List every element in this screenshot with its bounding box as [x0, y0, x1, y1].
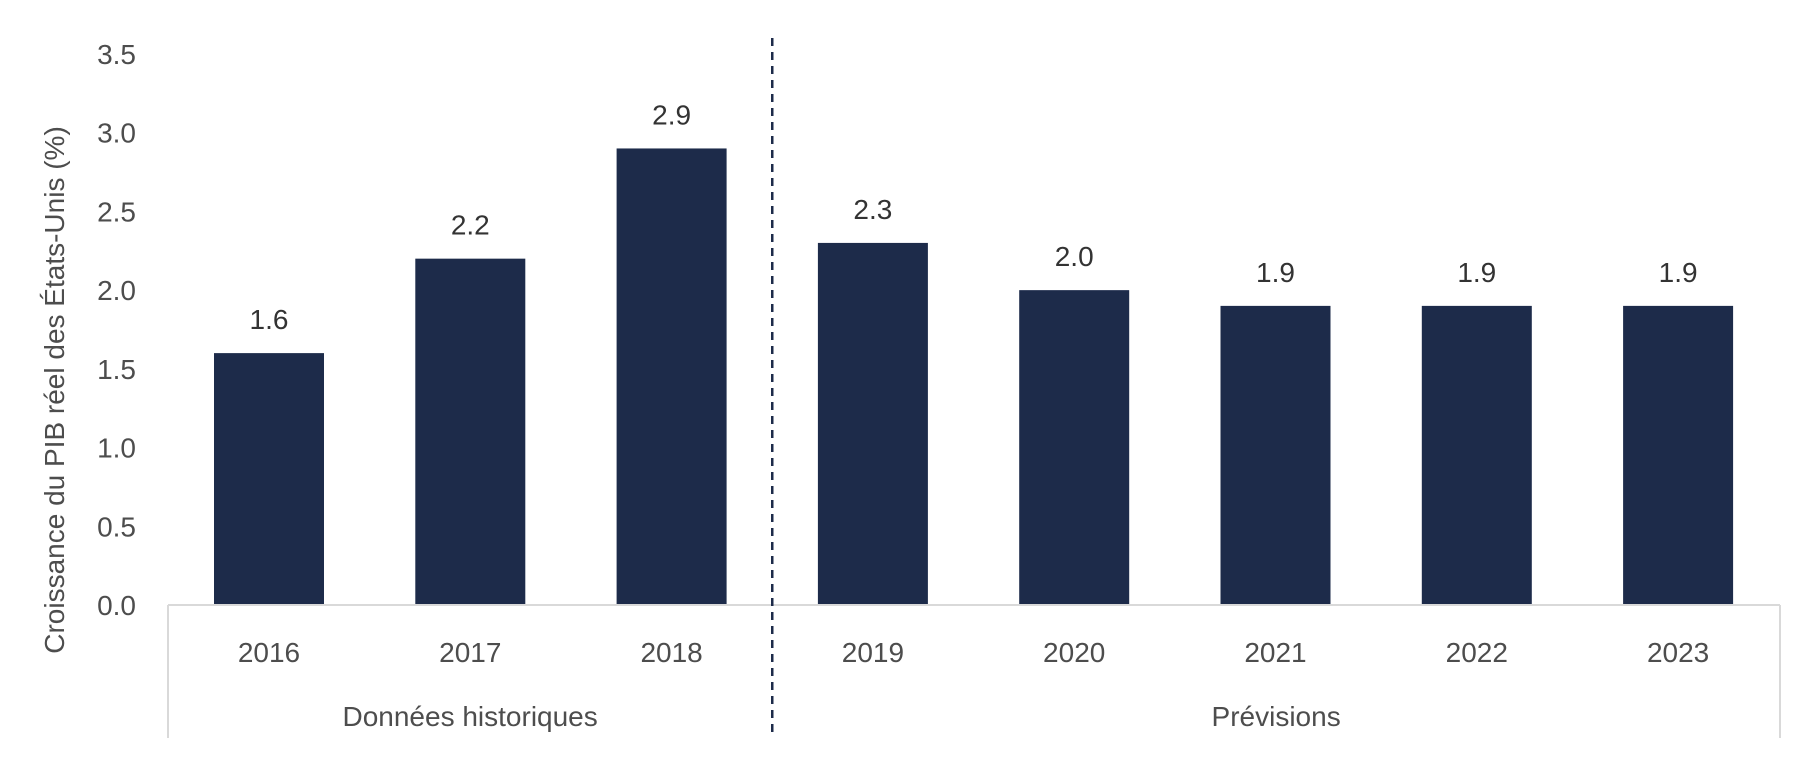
data-label-2021: 1.9 [1256, 257, 1295, 288]
bar-2020 [1019, 290, 1130, 605]
bar-2018 [616, 148, 727, 605]
x-tick-label: 2018 [640, 637, 702, 668]
x-tick-label: 2021 [1244, 637, 1306, 668]
group-label: Prévisions [1212, 701, 1341, 732]
y-axis-title: Croissance du PIB réel des États-Unis (%… [39, 126, 70, 654]
y-tick-label: 1.5 [97, 354, 136, 385]
y-tick-label: 0.0 [97, 590, 136, 621]
data-label-2017: 2.2 [451, 210, 490, 241]
bar-2021 [1220, 305, 1331, 605]
x-axis [167, 604, 1781, 738]
bar-2019 [817, 242, 928, 605]
data-label-2023: 1.9 [1659, 257, 1698, 288]
group-label: Données historiques [342, 701, 597, 732]
y-tick-label: 3.0 [97, 118, 136, 149]
y-tick-label: 0.5 [97, 511, 136, 542]
x-axis-ticks: 2016 2017 2018 2019 2020 2021 2022 2023 [238, 637, 1709, 668]
data-label-2022: 1.9 [1457, 257, 1496, 288]
x-tick-label: 2022 [1446, 637, 1508, 668]
x-tick-label: 2020 [1043, 637, 1105, 668]
data-label-2020: 2.0 [1055, 241, 1094, 272]
y-tick-label: 1.0 [97, 433, 136, 464]
data-labels: 1.6 2.2 2.9 2.3 2.0 1.9 1.9 1.9 [250, 99, 1698, 335]
x-tick-label: 2023 [1647, 637, 1709, 668]
bar-2023 [1623, 305, 1734, 605]
x-tick-label: 2019 [842, 637, 904, 668]
data-label-2019: 2.3 [853, 194, 892, 225]
bar-2022 [1421, 305, 1532, 605]
y-tick-label: 3.5 [97, 39, 136, 70]
y-tick-label: 2.0 [97, 275, 136, 306]
bar-2016 [214, 353, 324, 605]
category-groups: Données historiques Prévisions [342, 701, 1340, 732]
data-label-2018: 2.9 [652, 99, 691, 130]
y-axis-ticks: 0.0 0.5 1.0 1.5 2.0 2.5 3.0 3.5 [97, 39, 136, 621]
bars [214, 148, 1734, 605]
data-label-2016: 1.6 [250, 304, 289, 335]
bar-2017 [415, 258, 526, 605]
y-tick-label: 2.5 [97, 196, 136, 227]
x-tick-label: 2016 [238, 637, 300, 668]
x-tick-label: 2017 [439, 637, 501, 668]
